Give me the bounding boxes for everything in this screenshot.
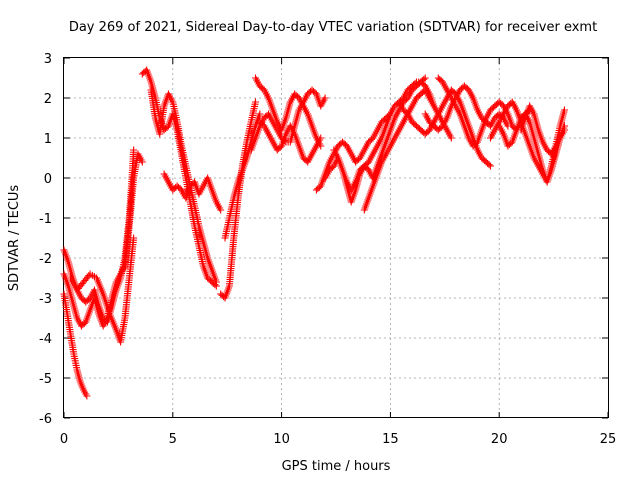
data-marks [60, 66, 568, 400]
y-tick-label: 1 [44, 132, 52, 147]
x-axis-label: GPS time / hours [282, 459, 391, 474]
data-point-series-i [256, 110, 264, 118]
x-tick-label: 25 [600, 432, 617, 447]
data-point-series-l [317, 134, 325, 142]
y-tick-label: 3 [44, 52, 52, 67]
data-point-series-n [386, 110, 394, 118]
x-tick-label: 20 [491, 432, 508, 447]
y-tick-label: 2 [44, 92, 52, 107]
y-tick-label: -2 [39, 252, 52, 267]
chart-title: Day 269 of 2021, Sidereal Day-to-day VTE… [69, 20, 597, 35]
data-point-series-h [251, 98, 259, 106]
y-tick-label: -3 [39, 292, 52, 307]
data-point-series-b [130, 146, 138, 154]
y-tick-label: -4 [39, 332, 52, 347]
data-point-series-f [212, 278, 220, 286]
data-point-series-k [321, 94, 329, 102]
data-point-series-q [485, 161, 493, 169]
x-tick-label: 0 [60, 432, 68, 447]
x-tick-label: 5 [169, 432, 177, 447]
x-tick-label: 15 [382, 432, 399, 447]
data-point-series-q [486, 162, 494, 170]
data-point-series-o [421, 74, 429, 82]
data-point-series-p [447, 134, 455, 142]
data-point-series-v [560, 126, 568, 134]
data-point-series-c [138, 158, 146, 166]
y-tick-label: -5 [39, 372, 52, 387]
y-tick-label: 0 [44, 172, 52, 187]
y-tick-label: -6 [39, 412, 52, 427]
x-tick-label: 10 [273, 432, 290, 447]
data-point-series-g [217, 206, 225, 214]
y-axis-label: SDTVAR / TECUs [7, 185, 22, 292]
y-tick-labels: -6 -5 -4 -3 -2 -1 0 1 2 3 [39, 52, 52, 427]
plot-frame [63, 57, 609, 418]
data-point-series-a [83, 392, 91, 400]
data-point-series-u [560, 106, 568, 114]
x-tick-labels: 0 5 10 15 20 25 [60, 432, 616, 447]
data-point-series-d [130, 234, 138, 242]
axis-ticks [63, 57, 609, 419]
y-tick-label: -1 [39, 212, 52, 227]
data-point-series-o [420, 75, 428, 83]
